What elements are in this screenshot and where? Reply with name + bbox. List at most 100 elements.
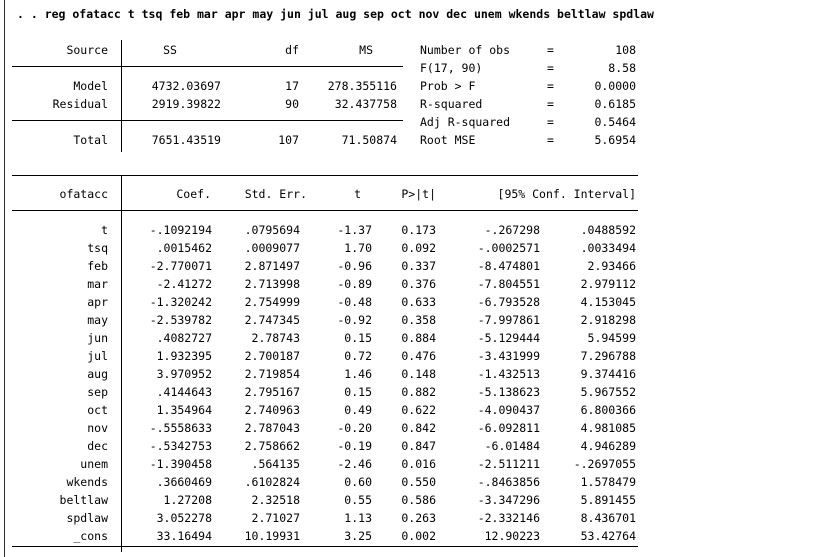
stat-value-f: 8.58 [608, 61, 636, 75]
coef-ci-low: -5.138623 [477, 385, 540, 399]
coef-value: 33.16494 [156, 529, 212, 543]
coef-ci-high: 6.800366 [580, 403, 636, 417]
anova-row-residual-df: 90 [285, 97, 299, 111]
anova-vertical-rule [121, 40, 122, 152]
coef-t: 3.25 [344, 529, 372, 543]
coef-ci-high: 4.981085 [580, 421, 636, 435]
coef-ci-high: .0488592 [580, 223, 636, 237]
coef-std-err: 2.758662 [244, 439, 300, 453]
anova-row-residual-source: Residual [52, 97, 108, 111]
coef-p: 0.586 [401, 493, 436, 507]
coef-std-err: 2.700187 [244, 349, 300, 363]
coef-std-err: .0795694 [244, 223, 300, 237]
anova-row-model-df: 17 [285, 79, 299, 93]
coef-p: 0.148 [401, 367, 436, 381]
coef-p: 0.337 [401, 259, 436, 273]
stat-eq-nobs: = [547, 43, 554, 57]
anova-row-model-source: Model [73, 79, 108, 93]
coef-p: 0.633 [401, 295, 436, 309]
coef-p: 0.882 [401, 385, 436, 399]
coef-std-err: 2.787043 [244, 421, 300, 435]
coef-t: 0.60 [344, 475, 372, 489]
coef-ci-low: -1.432513 [477, 367, 540, 381]
coef-p: 0.173 [401, 223, 436, 237]
stat-eq-f: = [547, 61, 554, 75]
coef-p: 0.847 [401, 439, 436, 453]
coef-ci-low: 12.90223 [484, 529, 540, 543]
coef-header-coef: Coef. [176, 187, 211, 201]
coef-t: -2.46 [337, 457, 372, 471]
coef-std-err: 2.71027 [251, 511, 300, 525]
stat-label-r2: R-squared [420, 97, 483, 111]
coef-vertical-rule [121, 175, 122, 552]
coef-var: unem [80, 457, 108, 471]
coef-value: .4082727 [156, 331, 212, 345]
coef-t: 1.70 [344, 241, 372, 255]
coef-value: -1.390458 [149, 457, 212, 471]
coef-var: t [101, 223, 108, 237]
coef-var: _cons [73, 529, 108, 543]
coef-var: tsq [87, 241, 108, 255]
anova-row-model-ms: 278.355116 [327, 79, 397, 93]
coef-value: .3660469 [156, 475, 212, 489]
anova-header-ms: MS [359, 43, 373, 57]
coef-t: 0.72 [344, 349, 372, 363]
anova-header-source: Source [66, 43, 108, 57]
coef-value: 1.932395 [156, 349, 212, 363]
coef-t: -0.92 [337, 313, 372, 327]
stat-value-nobs: 108 [615, 43, 636, 57]
coef-ci-low: -3.431999 [477, 349, 540, 363]
coef-ci-high: 5.891455 [580, 493, 636, 507]
stat-label-f: F(17, 90) [420, 61, 483, 75]
coef-var: jul [87, 349, 108, 363]
coef-std-err: .564135 [251, 457, 300, 471]
coef-ci-low: -2.511211 [477, 457, 540, 471]
stat-value-probf: 0.0000 [594, 79, 636, 93]
stat-eq-probf: = [547, 79, 554, 93]
coef-header-p: P>|t| [401, 187, 436, 201]
coef-var: dec [87, 439, 108, 453]
coef-value: .0015462 [156, 241, 212, 255]
stat-eq-rmse: = [547, 133, 554, 147]
coef-ci-low: -6.092811 [477, 421, 540, 435]
coef-ci-low: -7.997861 [477, 313, 540, 327]
coef-t: 0.55 [344, 493, 372, 507]
coef-var: jun [87, 331, 108, 345]
coef-var: apr [87, 295, 108, 309]
coef-ci-low: -6.01484 [484, 439, 540, 453]
coef-ci-high: 5.94599 [587, 331, 636, 345]
coef-value: .4144643 [156, 385, 212, 399]
coef-ci-high: 2.93466 [587, 259, 636, 273]
anova-rule-header [12, 66, 403, 67]
anova-row-total-source: Total [73, 133, 108, 147]
coef-rule-header [12, 210, 638, 211]
coef-header-se: Std. Err. [244, 187, 307, 201]
coef-t: 1.46 [344, 367, 372, 381]
coef-p: 0.476 [401, 349, 436, 363]
coef-ci-high: 9.374416 [580, 367, 636, 381]
coef-var: beltlaw [59, 493, 108, 507]
coef-std-err: 2.32518 [251, 493, 300, 507]
anova-rule-total [12, 120, 403, 121]
coef-std-err: 2.747345 [244, 313, 300, 327]
coef-value: -.5558633 [149, 421, 212, 435]
coef-p: 0.016 [401, 457, 436, 471]
coef-ci-high: 7.296788 [580, 349, 636, 363]
coef-ci-high: .0033494 [580, 241, 636, 255]
coef-var: sep [87, 385, 108, 399]
coef-std-err: 2.871497 [244, 259, 300, 273]
stat-eq-r2: = [547, 97, 554, 111]
coef-ci-low: -6.793528 [477, 295, 540, 309]
coef-t: -0.89 [337, 277, 372, 291]
stat-label-adjr2: Adj R-squared [420, 115, 511, 129]
coef-value: -.5342753 [149, 439, 212, 453]
coef-var: mar [87, 277, 108, 291]
coef-var: oct [87, 403, 108, 417]
coef-t: -0.48 [337, 295, 372, 309]
stat-label-rmse: Root MSE [420, 133, 476, 147]
coef-p: 0.842 [401, 421, 436, 435]
stat-eq-adjr2: = [547, 115, 554, 129]
coef-ci-low: -7.804551 [477, 277, 540, 291]
coef-ci-low: -5.129444 [477, 331, 540, 345]
